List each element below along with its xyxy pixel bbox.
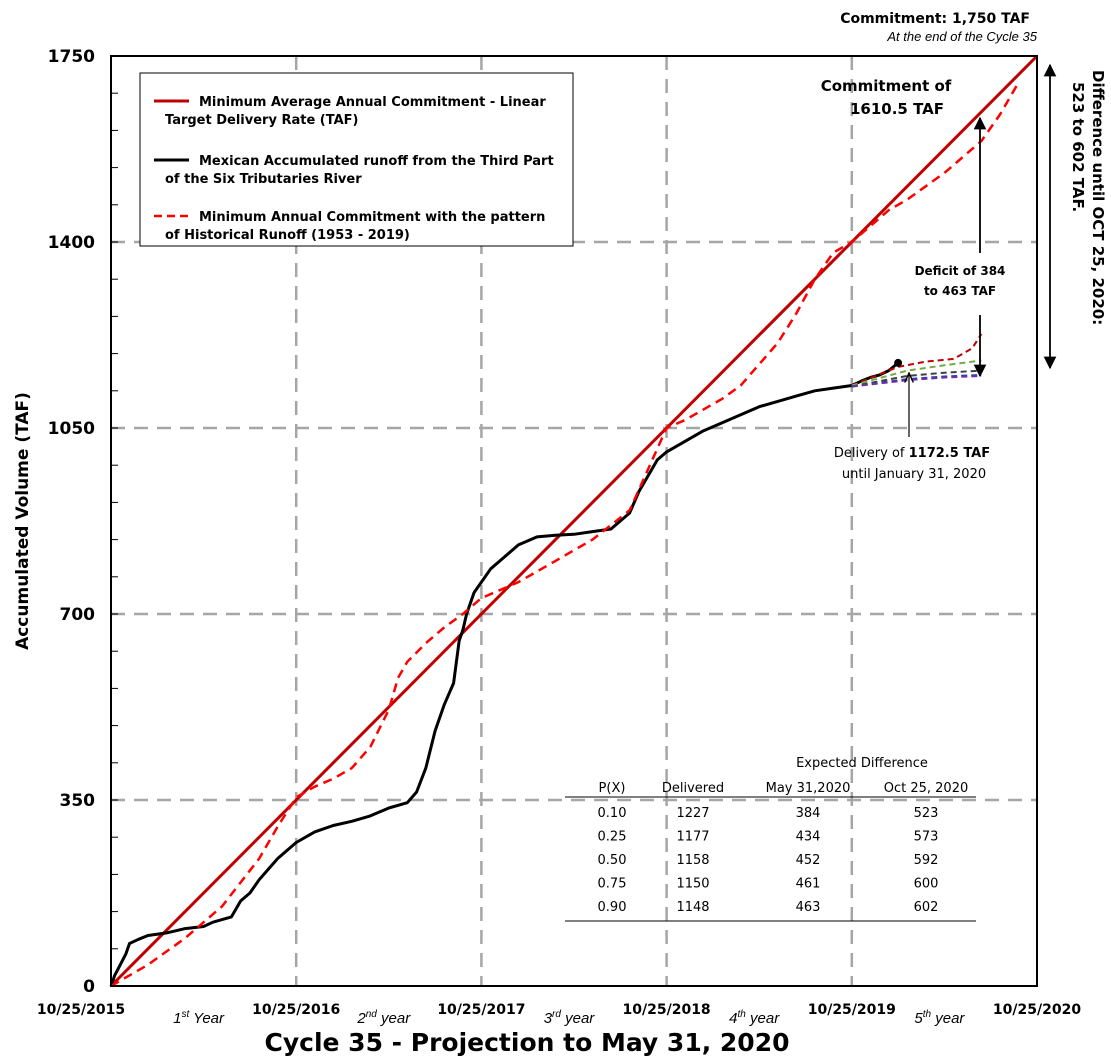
table-cell-r2-c0: 0.50 [598,853,627,868]
table-cell-r0-c1: 1227 [676,806,709,821]
legend-label-mexican-1: Mexican Accumulated runoff from the Thir… [199,154,554,169]
series-line-3 [851,333,983,387]
year-label-2: 2nd year [356,1009,411,1027]
series-line-4 [851,359,982,387]
year-label-1: 1st Year [173,1009,225,1027]
y-ticks: 0 350 700 1050 1400 1750 [48,47,95,997]
difference-label-2: 523 to 602 TAF. [1069,82,1087,212]
y-tick-label-5: 1750 [48,47,95,67]
delivery-label-2: until January 31, 2020 [842,467,986,482]
x-tick-label-5: 10/25/2020 [993,1002,1081,1018]
legend-label-historical-1: Minimum Annual Commitment with the patte… [199,210,545,225]
year-labels: 1st Year 2nd year 3rd year 4th year 5th year [173,1009,965,1027]
year-label-4: 4th year [729,1009,780,1027]
year-label-5: 5th year [914,1009,965,1027]
delivery-point [894,358,903,367]
table-cell-r0-c0: 0.10 [598,806,627,821]
table-cell-r0-c3: 523 [914,806,939,821]
y-axis-label: Accumulated Volume (TAF) [13,392,33,650]
legend-box [139,72,574,247]
legend: Minimum Average Annual Commitment - Line… [139,72,574,247]
x-tick-label-2: 10/25/2017 [437,1002,525,1018]
table-cell-r3-c2: 461 [796,877,821,892]
table-cell-r4-c1: 1148 [676,900,709,915]
table-header-oct: Oct 25, 2020 [884,781,969,796]
series-line-2 [110,81,1020,988]
legend-label-linear-2: Target Delivery Rate (TAF) [165,113,358,128]
y-tick-label-3: 1050 [48,419,95,439]
table-cell-r4-c2: 463 [796,900,821,915]
legend-label-historical-2: of Historical Runoff (1953 - 2019) [165,228,410,243]
table-cell-r2-c3: 592 [914,853,939,868]
series-line-7 [851,374,982,388]
chart-title: Cycle 35 - Projection to May 31, 2020 [264,1028,789,1057]
y-tick-label-1: 350 [60,791,96,811]
delivery-label-1: Delivery of 1172.5 TAF [834,446,990,461]
expected-difference-table: Expected Difference P(X) Delivered May 3… [565,756,976,922]
commitment-1610-label-1: Commitment of [821,77,952,95]
x-tick-label-1: 10/25/2016 [252,1002,340,1018]
commitment-1610-label-2: 1610.5 TAF [850,100,944,118]
x-tick-label-3: 10/25/2018 [623,1002,711,1018]
difference-label-1: Difference until OCT 25, 2020: [1089,70,1107,325]
y-tick-label-0: 0 [83,977,95,997]
x-ticks: 10/25/2015 10/25/2016 10/25/2017 10/25/2018… [37,1002,1081,1018]
table-cell-r1-c1: 1177 [676,830,709,845]
series-layer [109,54,1039,988]
grid [111,56,1037,986]
y-tick-label-4: 1400 [48,233,95,253]
year-label-3: 3rd year [544,1009,596,1027]
plot-frame [110,55,1038,987]
x-tick-label-0: 10/25/2015 [37,1002,125,1018]
table-cell-r0-c2: 384 [796,806,821,821]
series-line-0 [109,54,1039,988]
table-cell-r1-c0: 0.25 [598,830,627,845]
table-cell-r1-c3: 573 [914,830,939,845]
series-line-5 [851,369,982,388]
y-tick-label-2: 700 [60,605,96,625]
table-header-px: P(X) [599,781,626,796]
commitment-top-sublabel: At the end of the Cycle 35 [886,29,1037,44]
legend-label-mexican-2: of the Six Tributaries River [165,172,362,187]
legend-label-linear-1: Minimum Average Annual Commitment - Line… [199,95,546,110]
table-rows: 0.10 1227 384 523 0.25 1177 434 573 0.50 1158 452 5… [598,806,939,915]
table-cell-r2-c1: 1158 [676,853,709,868]
table-cell-r4-c0: 0.90 [598,900,627,915]
table-cell-r3-c3: 600 [914,877,939,892]
table-cell-r3-c0: 0.75 [598,877,627,892]
table-title: Expected Difference [796,756,928,771]
table-cell-r3-c1: 1150 [676,877,709,892]
table-header-may: May 31,2020 [766,781,851,796]
series-line-1 [109,361,900,987]
minor-ticks [111,55,118,987]
table-cell-r2-c2: 452 [796,853,821,868]
table-header-delivered: Delivered [662,781,724,796]
deficit-label-2: to 463 TAF [924,284,996,298]
x-tick-label-4: 10/25/2019 [808,1002,896,1018]
table-cell-r4-c3: 602 [914,900,939,915]
deficit-label-1: Deficit of 384 [915,264,1006,278]
table-cell-r1-c2: 434 [796,830,821,845]
commitment-top-label: Commitment: 1,750 TAF [840,11,1030,27]
